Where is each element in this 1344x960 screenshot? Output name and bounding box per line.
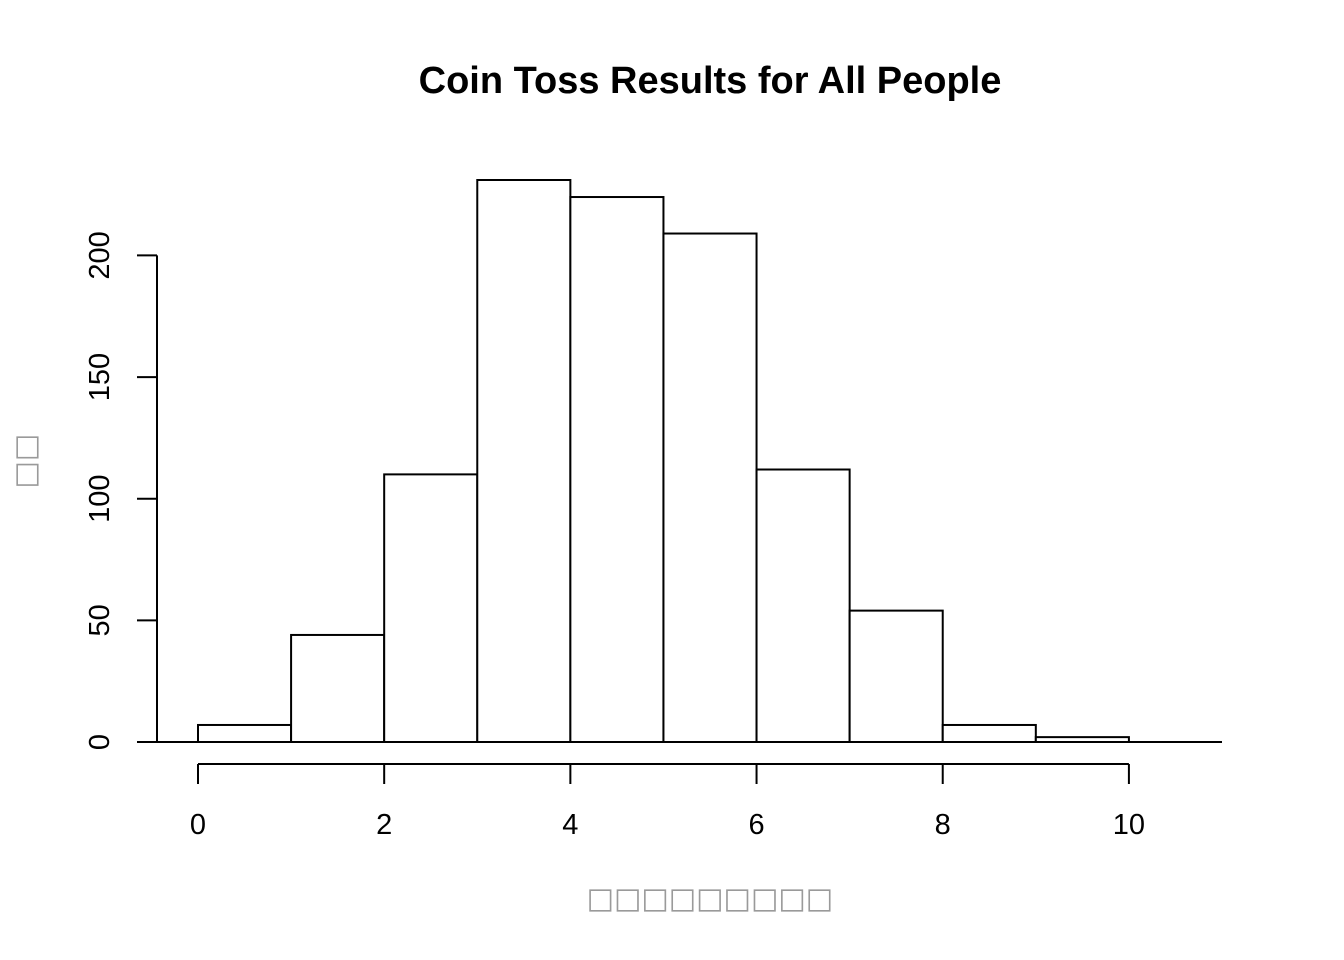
y-axis: 0 50 100 150 200	[84, 231, 158, 750]
histogram-bar-1	[290, 633, 386, 744]
histogram-bar-6	[755, 468, 851, 743]
histogram-bar-4	[569, 196, 665, 744]
x-tick-label-8: 8	[935, 809, 951, 841]
histogram-bars	[197, 179, 1130, 744]
histogram-bar-3	[476, 179, 572, 743]
x-tick-label-10: 10	[1113, 809, 1145, 841]
x-tick-label-4: 4	[562, 809, 578, 841]
y-tick-label-150: 150	[84, 353, 116, 401]
x-axis-label: □□□□□□□□□	[587, 881, 834, 915]
histogram-bar-8	[941, 723, 1037, 744]
histogram-bar-5	[662, 232, 758, 743]
x-axis: 0 2 4 6 8 10	[190, 763, 1145, 841]
y-tick-label-200: 200	[84, 231, 116, 279]
histogram-bar-2	[383, 473, 479, 743]
chart-title: Coin Toss Results for All People	[419, 60, 1002, 102]
histogram-bar-0	[197, 723, 293, 744]
x-tick-label-2: 2	[376, 809, 392, 841]
y-tick-label-50: 50	[84, 604, 116, 636]
x-tick-label-0: 0	[190, 809, 206, 841]
y-tick-label-100: 100	[84, 475, 116, 523]
histogram-bar-7	[848, 609, 944, 743]
y-tick-label-0: 0	[84, 734, 116, 750]
y-axis-label: □□	[8, 434, 42, 489]
x-tick-label-6: 6	[748, 809, 764, 841]
